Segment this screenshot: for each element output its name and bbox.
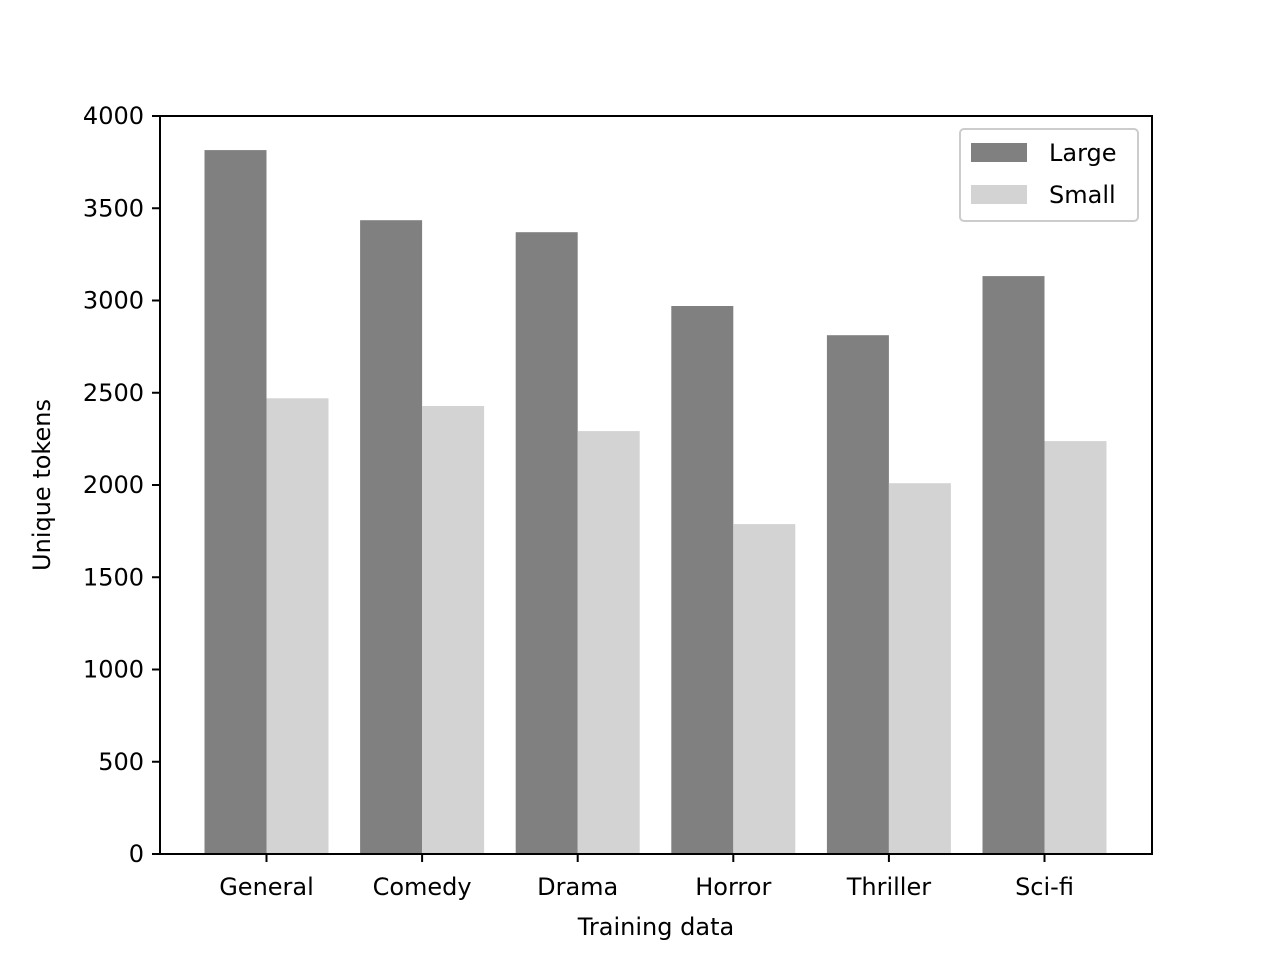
- bar-large-sci-fi: [982, 276, 1045, 855]
- bar-large-thriller: [826, 335, 889, 854]
- bar-large-drama: [515, 232, 578, 854]
- bar-small-general: [266, 398, 329, 854]
- x-tick-label: Comedy: [373, 873, 472, 901]
- bar-large-comedy: [360, 220, 423, 854]
- bars-group: [204, 150, 1107, 855]
- bar-small-comedy: [422, 406, 485, 854]
- legend: Large Small: [959, 128, 1139, 222]
- y-axis: 0 500 1000 1500 2000 2500 3000 3500 4000: [83, 102, 160, 868]
- x-axis-label: Training data: [577, 913, 734, 941]
- bar-small-horror: [733, 524, 796, 854]
- y-tick-label: 1000: [83, 656, 144, 684]
- bar-small-thriller: [888, 483, 951, 854]
- legend-swatch-small: [971, 185, 1027, 204]
- y-tick-label: 1500: [83, 563, 144, 591]
- legend-label-small: Small: [1049, 181, 1116, 209]
- bar-large-general: [204, 150, 267, 855]
- y-tick-label: 4000: [83, 102, 144, 130]
- bar-small-drama: [577, 431, 640, 854]
- x-tick-label: General: [219, 873, 314, 901]
- y-axis-label: Unique tokens: [28, 399, 56, 571]
- y-tick-label: 2000: [83, 471, 144, 499]
- legend-label-large: Large: [1049, 139, 1117, 167]
- y-tick-label: 3000: [83, 287, 144, 315]
- x-tick-label: Thriller: [846, 873, 932, 901]
- bar-large-horror: [671, 306, 734, 854]
- y-tick-label: 500: [98, 748, 144, 776]
- legend-swatch-large: [971, 143, 1027, 162]
- x-tick-label: Drama: [537, 873, 618, 901]
- bar-small-sci-fi: [1044, 441, 1107, 854]
- x-axis: General Comedy Drama Horror Thriller Sci-fi: [219, 854, 1074, 901]
- y-tick-label: 2500: [83, 379, 144, 407]
- x-tick-label: Horror: [695, 873, 771, 901]
- plot-frame: [159, 115, 1153, 855]
- y-tick-label: 0: [129, 840, 144, 868]
- y-tick-label: 3500: [83, 194, 144, 222]
- x-tick-label: Sci-fi: [1015, 873, 1074, 901]
